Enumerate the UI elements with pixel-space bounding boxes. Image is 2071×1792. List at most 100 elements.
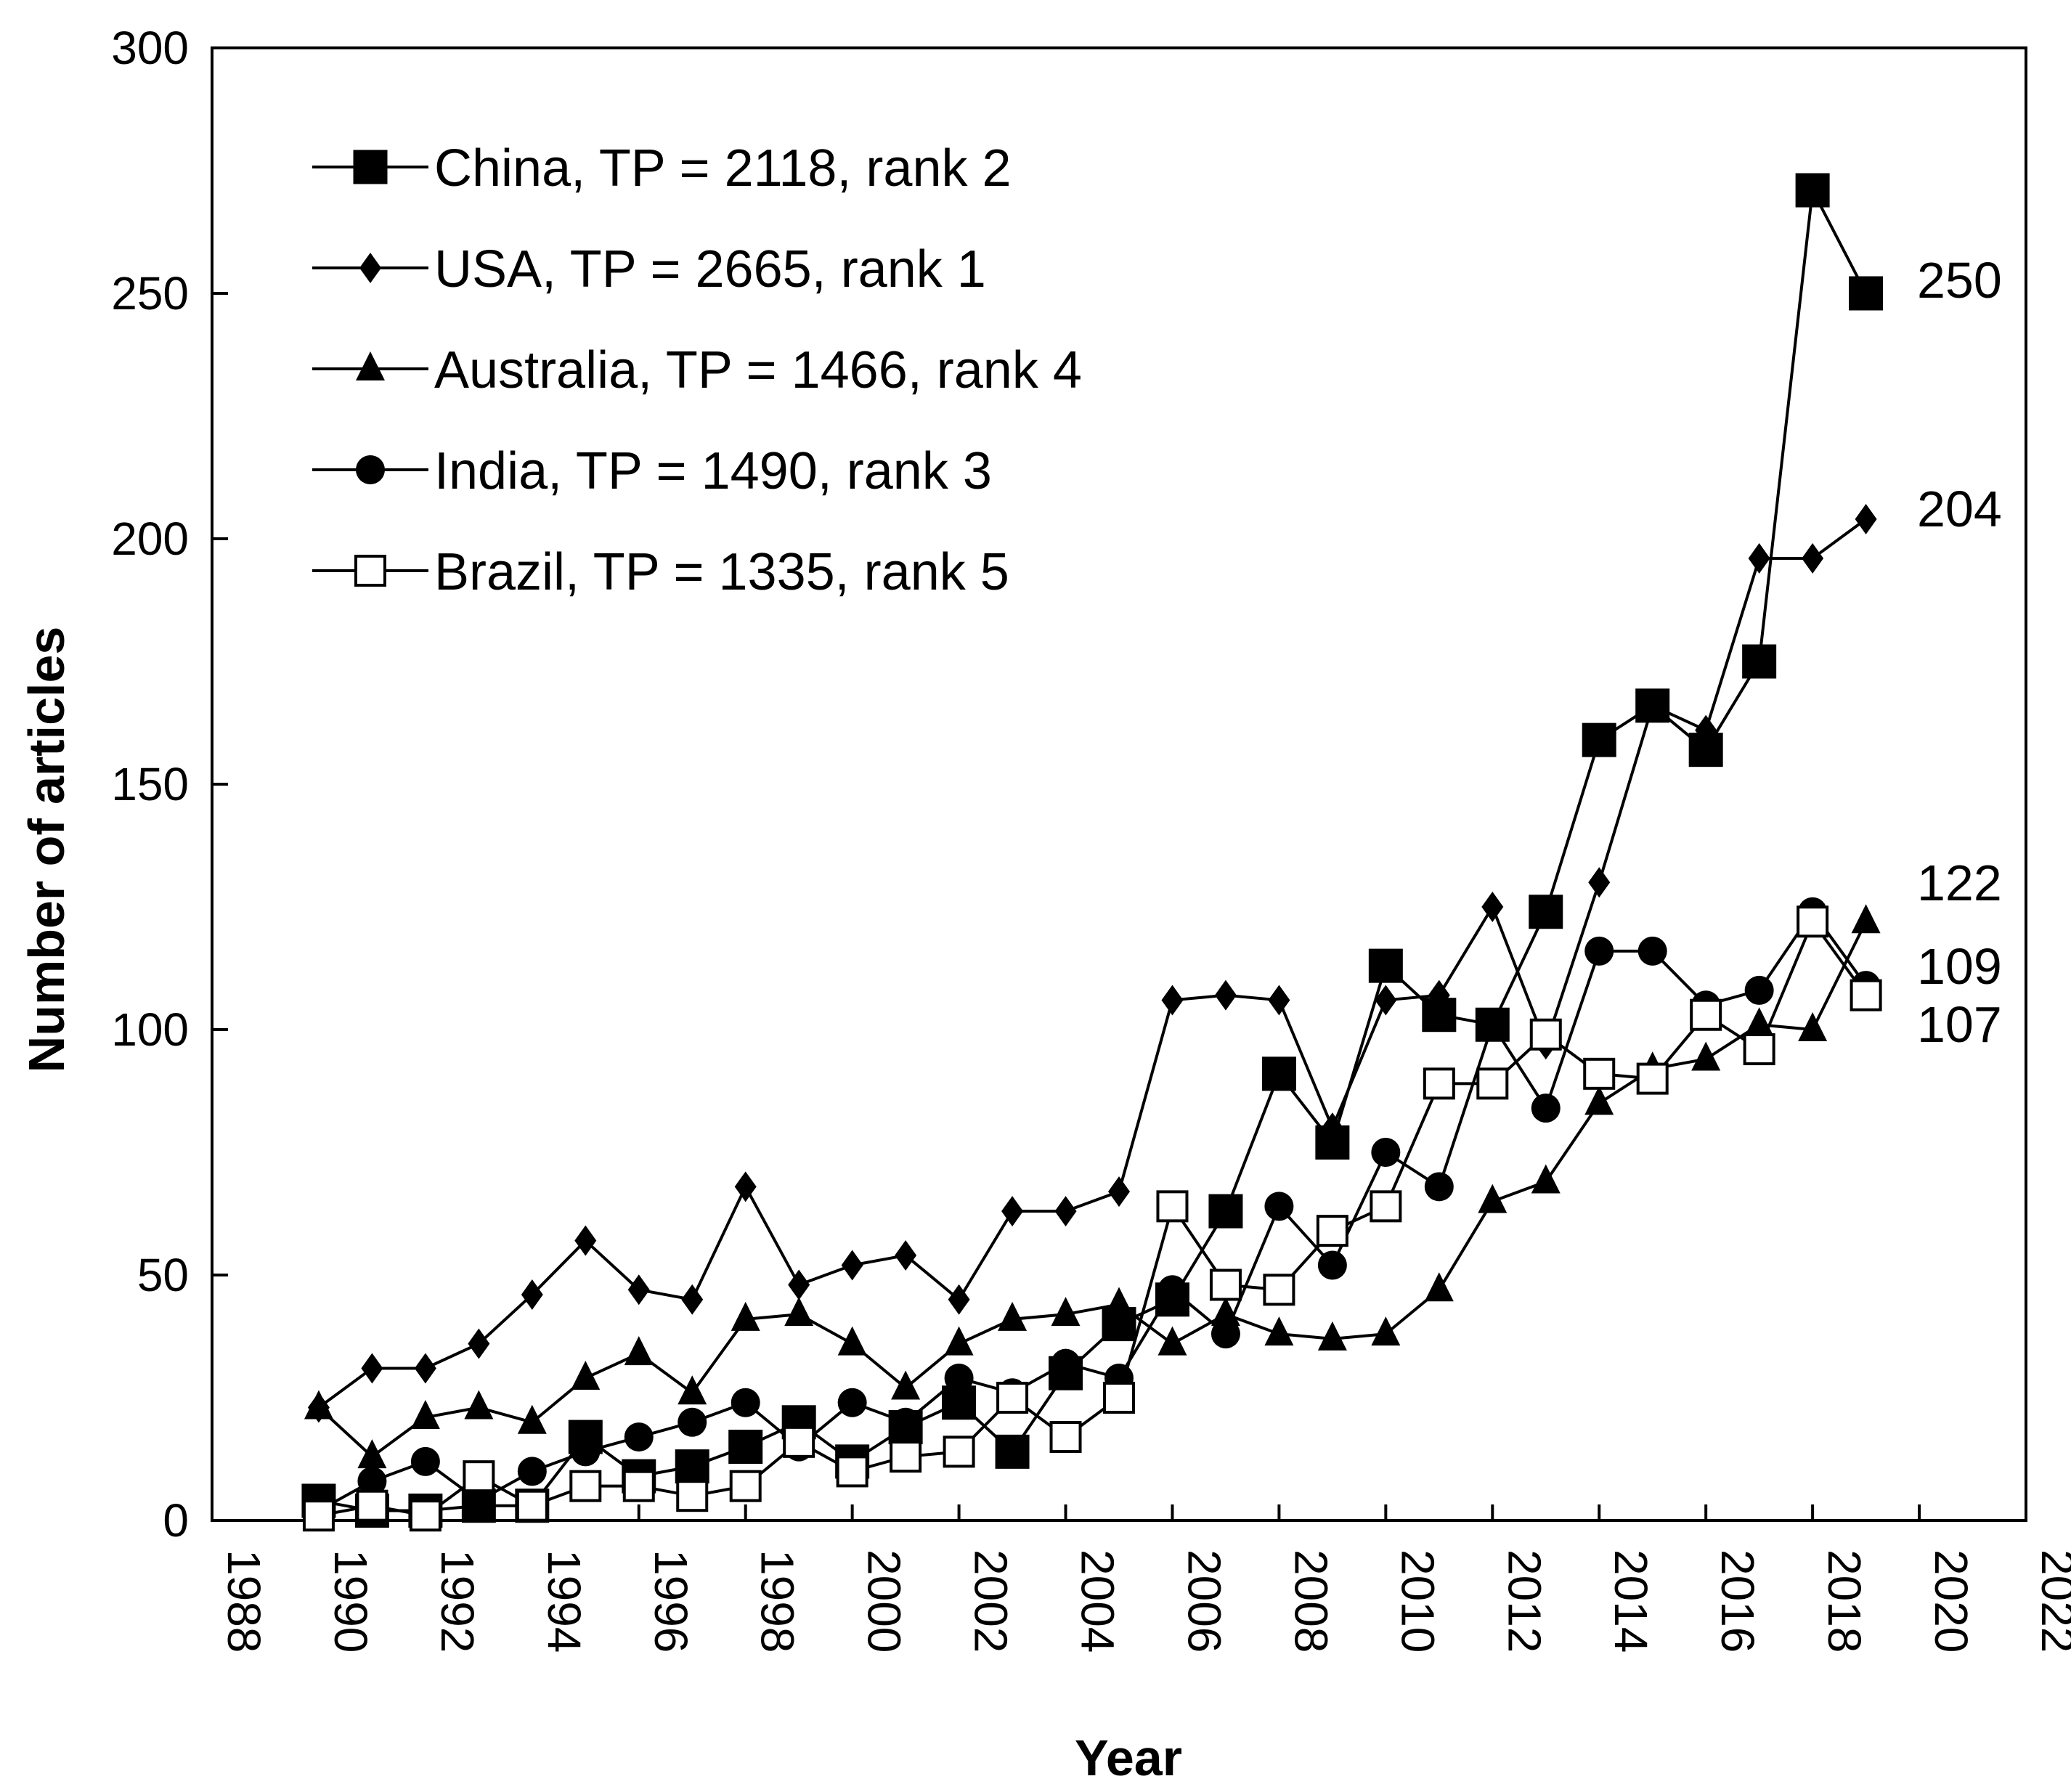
series-diamond-filled	[317, 518, 1867, 1409]
x-tick-label: 1992	[431, 1549, 484, 1653]
x-tick-label: 2006	[1178, 1549, 1230, 1653]
data-point	[574, 1225, 597, 1256]
legend: China, TP = 2118, rank 2 USA, TP = 2665, …	[312, 139, 1082, 601]
data-point	[841, 1250, 863, 1281]
data-point	[1261, 1056, 1296, 1091]
data-point	[1371, 1316, 1401, 1346]
y-tick-label: 300	[111, 22, 189, 74]
series-line	[318, 920, 1868, 1518]
data-point	[943, 1435, 975, 1468]
data-point	[361, 1353, 383, 1384]
data-point	[1423, 1067, 1455, 1100]
y-tick-label: 100	[111, 1003, 189, 1056]
data-point	[1108, 1176, 1130, 1207]
y-tick-label: 250	[111, 267, 189, 319]
data-point	[1850, 979, 1882, 1011]
data-point	[410, 1446, 440, 1476]
series-circle-filled	[317, 910, 1868, 1512]
data-point	[571, 1437, 601, 1467]
data-point	[1317, 1250, 1347, 1280]
data-point	[836, 1455, 868, 1488]
data-point	[1748, 543, 1770, 574]
data-point	[891, 1370, 921, 1400]
data-point	[1209, 1268, 1242, 1301]
data-point	[1742, 644, 1777, 679]
data-point	[1264, 1192, 1294, 1221]
data-point	[1802, 543, 1824, 574]
data-point	[1051, 1348, 1081, 1378]
legend-marker	[359, 253, 381, 283]
x-tick-label: 1998	[752, 1549, 804, 1653]
data-point	[409, 1499, 442, 1532]
legend-marker	[353, 150, 388, 184]
data-point	[788, 1269, 810, 1300]
data-point	[1855, 503, 1877, 534]
data-point	[1690, 998, 1722, 1031]
data-point	[675, 1449, 709, 1484]
data-point	[1051, 1297, 1081, 1327]
x-tick-label: 2022	[2032, 1549, 2071, 1653]
x-axis-title: Year	[1075, 1730, 1182, 1786]
data-point	[622, 1470, 655, 1502]
data-point	[1798, 1012, 1828, 1041]
data-point	[1478, 1184, 1508, 1213]
data-point	[996, 1382, 1029, 1414]
data-point	[569, 1470, 602, 1502]
x-tick-label: 2016	[1712, 1549, 1764, 1653]
plot-area: 0 50 100 150 200 250 300 1988 1990 1992 1994 1996 19…	[111, 22, 2071, 1653]
data-point	[1795, 173, 1830, 208]
data-point	[463, 1460, 495, 1493]
x-tick-label: 1996	[645, 1549, 697, 1653]
data-point	[998, 1301, 1028, 1331]
data-point	[1156, 1190, 1189, 1223]
data-point	[1691, 1041, 1721, 1071]
data-point	[678, 1407, 707, 1437]
data-point	[783, 1425, 815, 1458]
data-point	[1529, 1018, 1562, 1051]
data-point	[414, 1353, 436, 1384]
data-point	[1161, 985, 1184, 1016]
data-point	[571, 1360, 601, 1390]
data-point	[356, 1489, 388, 1522]
data-point	[1637, 936, 1667, 966]
data-point	[1208, 1194, 1243, 1229]
data-point	[1428, 980, 1450, 1011]
data-point	[627, 1274, 650, 1306]
data-point	[1157, 1275, 1187, 1305]
data-point	[357, 1439, 387, 1469]
data-point	[624, 1422, 654, 1452]
x-tick-label: 2012	[1498, 1549, 1550, 1653]
data-point	[1264, 1316, 1294, 1346]
x-tick-label: 2008	[1285, 1549, 1337, 1653]
data-point	[1214, 980, 1237, 1011]
series-markers	[304, 904, 1881, 1469]
series-markers	[302, 905, 1882, 1532]
data-point	[517, 1404, 547, 1434]
data-point	[1317, 1321, 1347, 1351]
data-point	[944, 1326, 974, 1356]
data-point	[734, 1171, 757, 1202]
series-triangle-filled	[317, 921, 1868, 1459]
legend-label: China, TP = 2118, rank 2	[434, 139, 1012, 197]
data-point	[1583, 1057, 1616, 1090]
end-value-label: 109	[1917, 938, 2002, 995]
y-axis-title: Number of articles	[18, 627, 75, 1073]
x-tick-label: 1994	[538, 1549, 590, 1653]
data-point	[304, 1390, 333, 1420]
legend-marker	[356, 455, 385, 484]
series-markers	[304, 897, 1881, 1526]
legend-label: USA, TP = 2665, rank 1	[434, 240, 986, 298]
end-value-label: 250	[1917, 252, 2002, 309]
data-point	[1849, 276, 1884, 311]
data-point	[1531, 1093, 1561, 1123]
data-point	[731, 1388, 760, 1417]
data-point	[302, 1499, 335, 1532]
data-point	[1268, 985, 1290, 1016]
data-point	[1743, 1033, 1775, 1066]
data-point	[1370, 1190, 1402, 1223]
y-tick-label: 200	[111, 513, 189, 565]
data-point	[891, 1407, 921, 1437]
data-point	[1321, 1112, 1343, 1144]
data-point	[1584, 1086, 1614, 1115]
x-tick-label: 2014	[1605, 1549, 1657, 1653]
